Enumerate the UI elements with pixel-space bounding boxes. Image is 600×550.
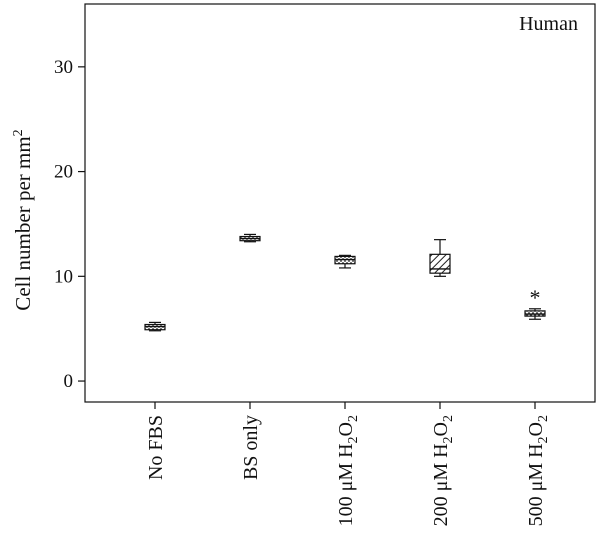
label-text: BS only (240, 415, 262, 480)
panel-label: Human (519, 13, 578, 35)
x-category-label: BS only (240, 415, 262, 480)
y-tick-label: 10 (54, 266, 73, 287)
box (429, 253, 451, 274)
label-subscript: 2 (441, 415, 456, 422)
label-text: 500 μM H (525, 443, 547, 526)
y-axis-label: Cell number per mm2 (11, 129, 35, 310)
label-subscript: 2 (536, 415, 551, 422)
label-text: O (430, 422, 452, 436)
y-tick-label: 0 (64, 371, 74, 392)
x-category-label: 100 μM H2O2 (335, 415, 361, 526)
y-tick-label: 30 (54, 57, 73, 78)
label-text: 200 μM H (430, 443, 452, 526)
box-series: * (144, 233, 546, 409)
label-subscript: 2 (346, 436, 361, 443)
x-category-label: 200 μM H2O2 (430, 415, 456, 526)
label-subscript: 2 (346, 415, 361, 422)
significance-marker: * (530, 285, 541, 310)
y-tick-label: 20 (54, 162, 73, 183)
plot-frame (84, 3, 596, 403)
label-text: 100 μM H (335, 443, 357, 526)
label-subscript: 2 (441, 436, 456, 443)
y-axis-label-text: Cell number per mm (11, 136, 35, 310)
y-axis-label-superscript: 2 (11, 129, 26, 136)
label-subscript: 2 (536, 436, 551, 443)
x-category-label: No FBS (145, 415, 167, 480)
x-category-label: 500 μM H2O2 (525, 415, 551, 526)
label-text: No FBS (145, 415, 167, 480)
label-text: O (525, 422, 547, 436)
label-text: O (335, 422, 357, 436)
y-axis-ticks: 0 10 20 30 (54, 57, 85, 392)
